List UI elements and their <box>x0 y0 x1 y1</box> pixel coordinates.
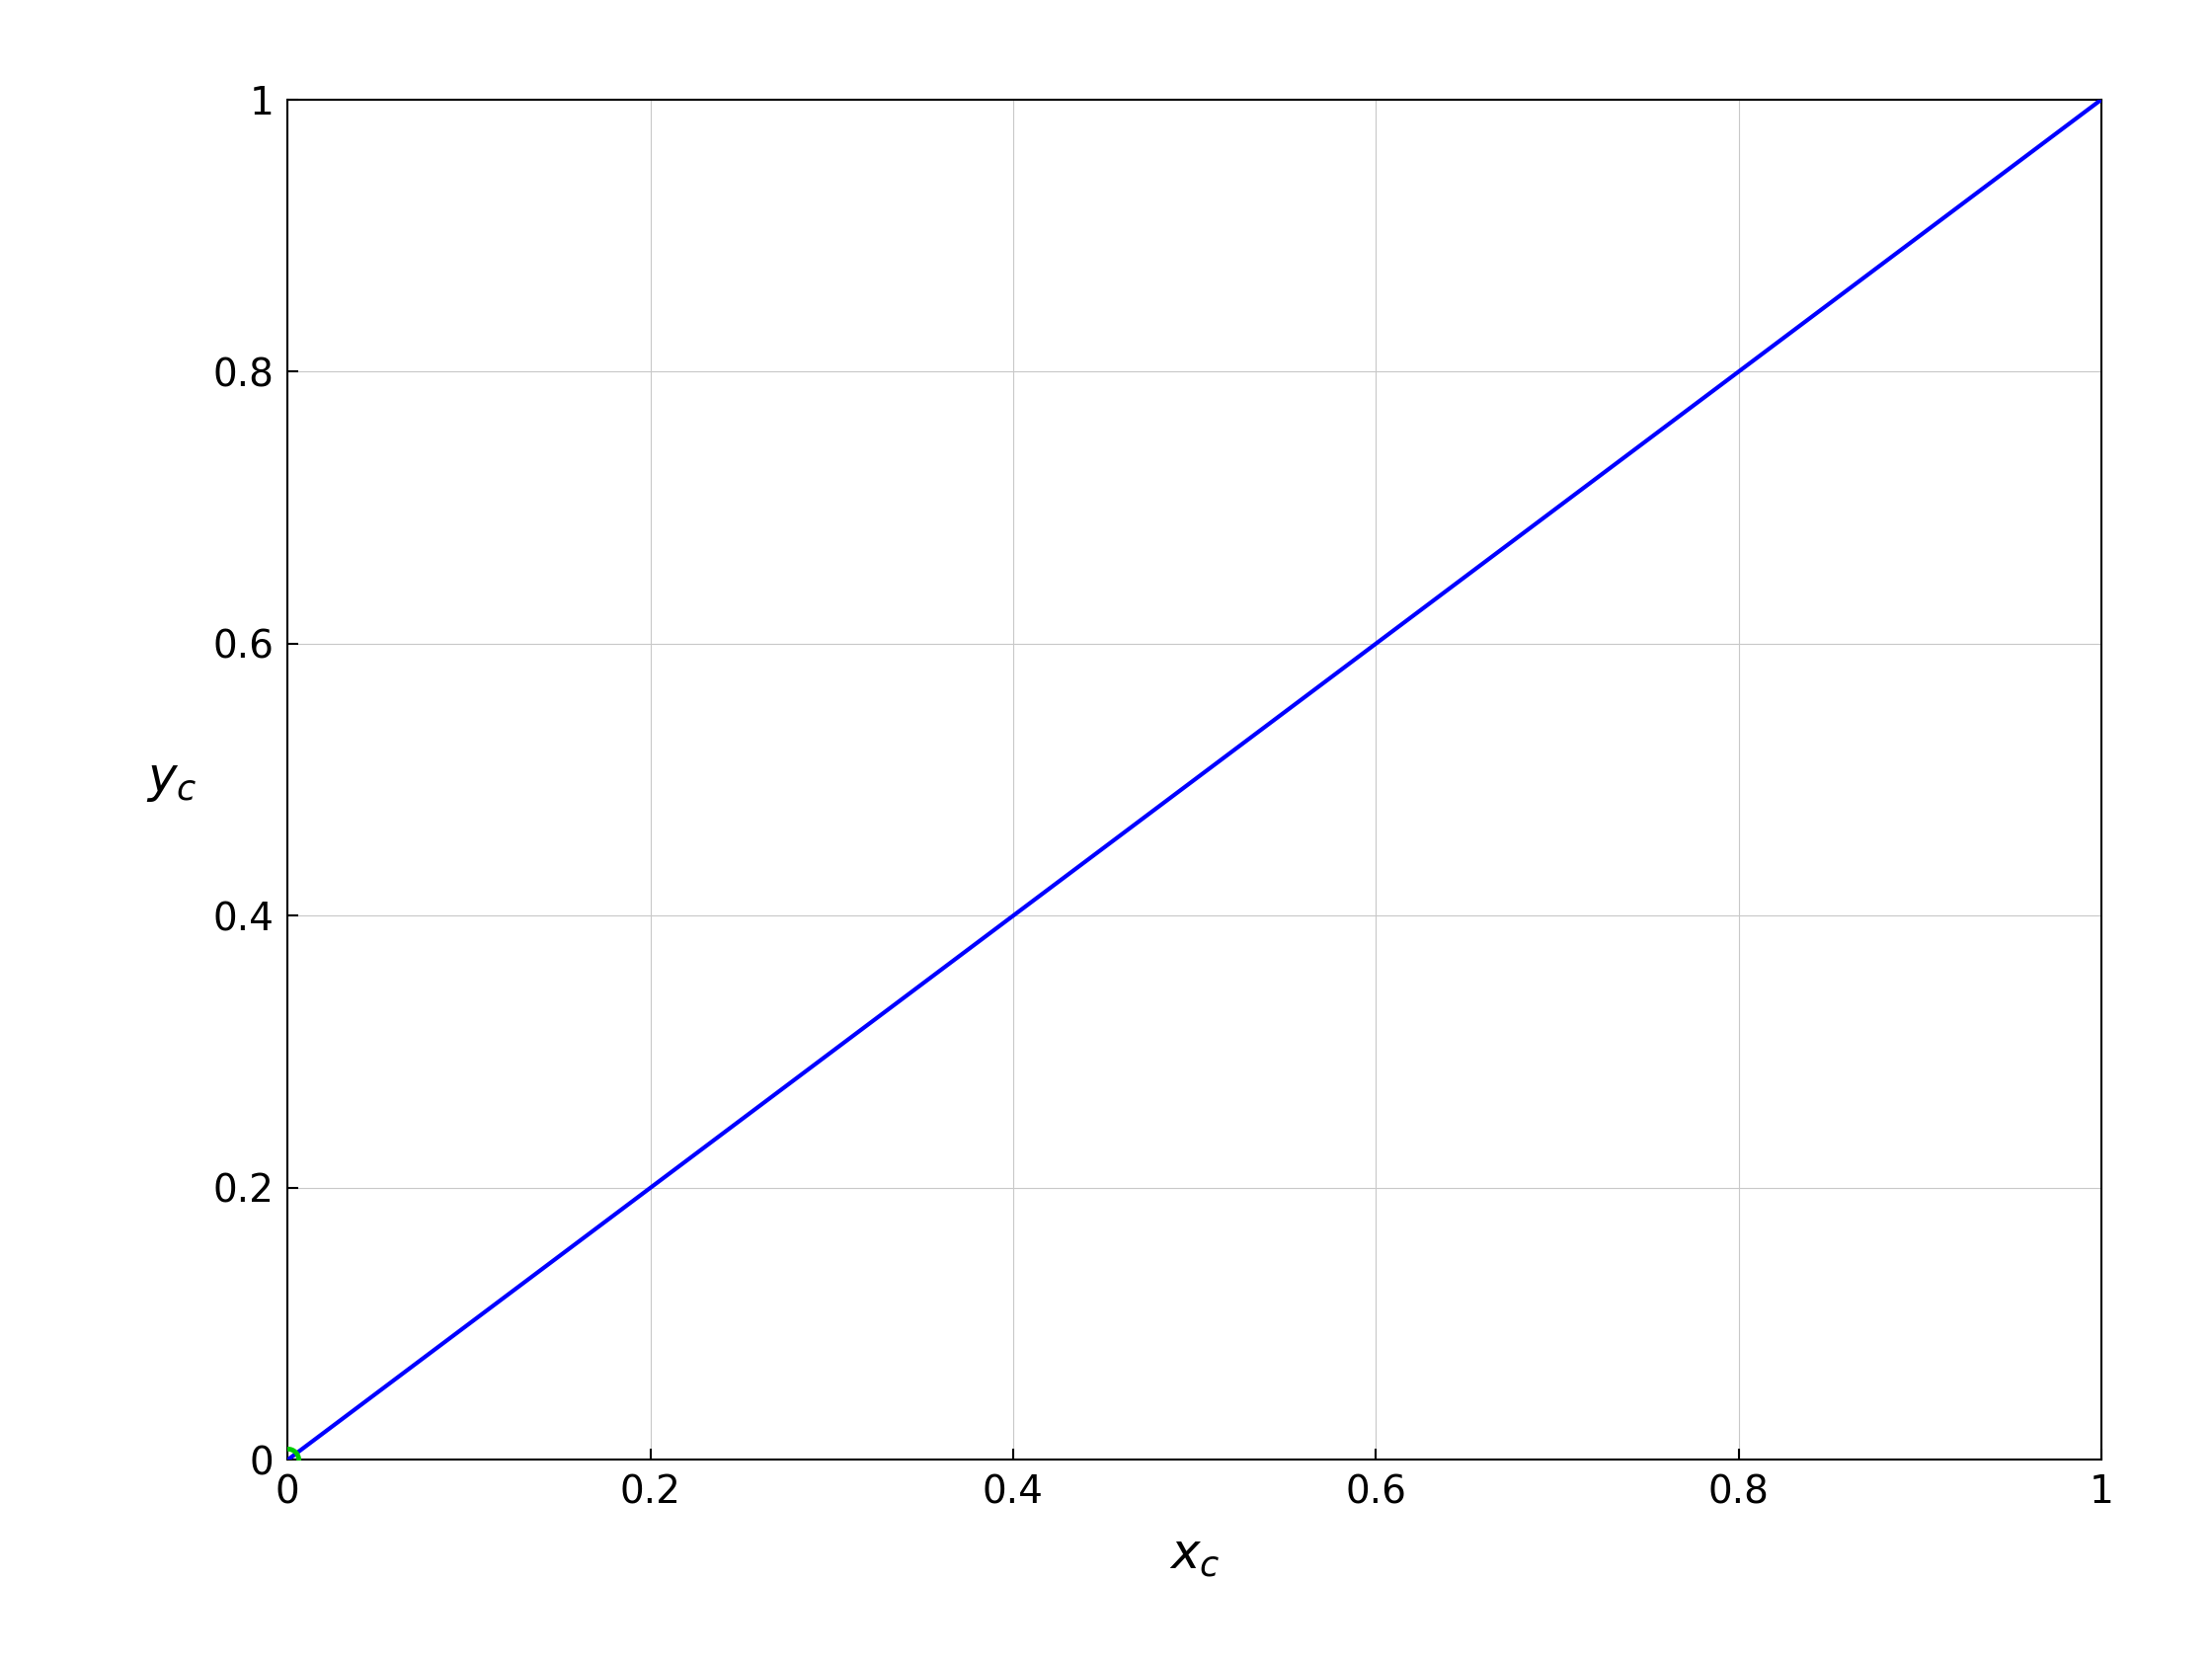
X-axis label: $x_c$: $x_c$ <box>1168 1531 1221 1579</box>
Y-axis label: $y_c$: $y_c$ <box>146 757 197 803</box>
